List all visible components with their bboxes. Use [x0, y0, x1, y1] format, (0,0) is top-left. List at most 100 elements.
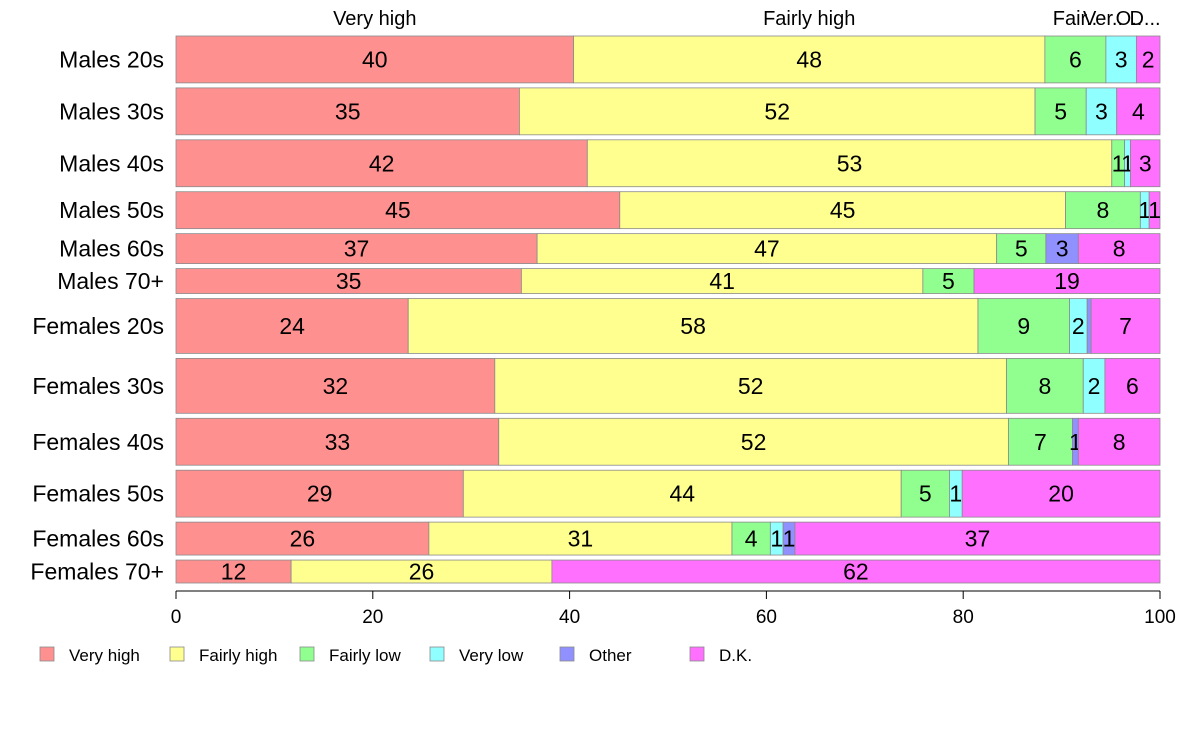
- data-label: 8: [1097, 197, 1110, 223]
- legend-swatch: [689, 646, 705, 662]
- legend-label: Other: [589, 646, 632, 665]
- bar-segment: [1130, 139, 1161, 188]
- data-label: 1: [783, 526, 796, 552]
- bar-segment: [794, 521, 1161, 556]
- bar-segment: [977, 298, 1070, 354]
- legend-swatch: [429, 646, 445, 662]
- bar-segment: [1077, 233, 1161, 264]
- data-label: 52: [741, 429, 767, 455]
- bar-segment: [1006, 358, 1084, 414]
- category-label: Females 20s: [32, 313, 164, 339]
- bar-segment: [519, 87, 1036, 136]
- data-label: 26: [409, 559, 435, 585]
- data-label: 48: [796, 46, 822, 72]
- legend-label: D.K.: [719, 646, 752, 665]
- bar-segment: [1045, 233, 1079, 264]
- bar-segment: [175, 191, 621, 230]
- data-label: 41: [709, 268, 735, 294]
- bar-segment: [1104, 358, 1161, 414]
- data-label: 52: [764, 98, 790, 124]
- data-label: 1: [1138, 197, 1151, 223]
- category-label: Females 50s: [32, 481, 164, 507]
- bar-row: 29 44 5 1 20: [175, 469, 1161, 518]
- legend-label: Very high: [69, 646, 140, 665]
- bar-segment: [175, 298, 409, 354]
- data-label: 7: [1119, 313, 1132, 339]
- bar-segment: [731, 521, 771, 556]
- legend-label: Fairly low: [329, 646, 402, 665]
- bar-segment: [586, 139, 1113, 188]
- y-axis-labels: Males 20s Males 30s Males 40s Males 50s Male…: [30, 46, 164, 584]
- bar-segment: [175, 521, 430, 556]
- bar-segment: [973, 268, 1161, 294]
- top-category-label: Fairly high: [763, 8, 855, 30]
- category-label: Females 30s: [32, 373, 164, 399]
- bar-row: 40 48 6 3 2: [175, 35, 1161, 84]
- data-label: 47: [754, 236, 780, 262]
- data-label: 12: [221, 559, 247, 585]
- bar-segment: [922, 268, 975, 294]
- bar-segment: [498, 417, 1009, 466]
- category-label: Females 70+: [30, 559, 164, 585]
- bar-segment: [1085, 87, 1118, 136]
- data-label: 26: [290, 526, 316, 552]
- category-label: Males 60s: [59, 236, 164, 262]
- category-label: Males 30s: [59, 98, 164, 124]
- bar-row: 24 58 9 2 7: [175, 298, 1161, 354]
- bar-segment: [175, 268, 522, 294]
- data-label: 2: [1072, 313, 1085, 339]
- data-label: 8: [1038, 373, 1051, 399]
- bar-segment: [536, 233, 998, 264]
- bar-row: 33 52 7 1 8: [175, 417, 1161, 466]
- data-label: 5: [1015, 236, 1028, 262]
- bar-segment: [961, 469, 1161, 518]
- data-label: 62: [843, 559, 869, 585]
- data-label: 6: [1126, 373, 1139, 399]
- bar-segment: [428, 521, 733, 556]
- data-label: 4: [1132, 98, 1145, 124]
- bar-segment: [1116, 87, 1161, 136]
- data-label: 32: [323, 373, 349, 399]
- legend-swatch: [559, 646, 575, 662]
- bar-row: 35 41 5 19: [175, 268, 1161, 294]
- bar-segment: [462, 469, 902, 518]
- category-label: Females 40s: [32, 429, 164, 455]
- bar-row: 26 31 4 1 1 37: [175, 521, 1161, 556]
- category-label: Males 50s: [59, 197, 164, 223]
- data-label: 1: [1148, 197, 1161, 223]
- data-label: 35: [335, 98, 361, 124]
- top-category-label: Fair..: [1053, 8, 1097, 30]
- data-label: 7: [1034, 429, 1047, 455]
- bar-segment: [1034, 87, 1087, 136]
- x-tick-label: 40: [559, 607, 580, 628]
- bar-row: 32 52 8 2 6: [175, 358, 1161, 414]
- bar-segment: [175, 358, 496, 414]
- bar-segment: [619, 191, 1066, 230]
- bar-segment: [900, 469, 950, 518]
- bar-segment: [573, 35, 1046, 84]
- x-tick-label: 20: [362, 607, 383, 628]
- data-label: 37: [344, 236, 370, 262]
- data-label: 3: [1139, 150, 1152, 176]
- data-label: 6: [1069, 46, 1082, 72]
- bar-segment: [175, 233, 538, 264]
- bar-row: 45 45 8 11: [175, 191, 1161, 230]
- data-label: 3: [1095, 98, 1108, 124]
- bar-segment: [1065, 191, 1141, 230]
- legend-label: Fairly high: [199, 646, 277, 665]
- data-label: 31: [568, 526, 594, 552]
- data-label: 2: [1142, 46, 1155, 72]
- x-tick-label: 100: [1144, 607, 1176, 628]
- data-label: 19: [1054, 268, 1080, 294]
- bar-row: 35 52 5 3 4: [175, 87, 1161, 136]
- data-label: 2: [1088, 373, 1101, 399]
- bar-segment: [175, 35, 574, 84]
- data-label: 37: [965, 526, 991, 552]
- data-label: 58: [680, 313, 706, 339]
- data-label: 44: [669, 481, 695, 507]
- bar-segment: [494, 358, 1007, 414]
- top-category-labels: Very high Fairly high Fair..Ver..O..D...: [333, 8, 1160, 30]
- data-label: 53: [837, 150, 863, 176]
- data-label: 5: [1054, 98, 1067, 124]
